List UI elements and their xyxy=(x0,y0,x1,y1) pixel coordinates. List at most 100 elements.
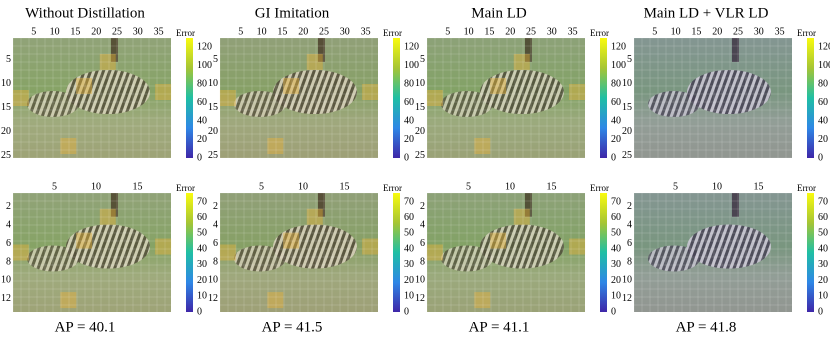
x-tick-label: 35 xyxy=(568,26,578,37)
colorbar-tick-label: 70 xyxy=(611,196,621,207)
x-tick-label: 5 xyxy=(445,26,450,37)
colorbar-tick-label: 0 xyxy=(818,152,823,163)
zebra xyxy=(234,91,286,117)
colorbar-tick-label: 60 xyxy=(197,97,207,108)
error-hotspot xyxy=(426,244,443,261)
colorbar xyxy=(807,38,814,158)
colorbar-tick-label: 0 xyxy=(197,152,202,163)
y-tick-label: 6 xyxy=(420,238,425,249)
x-tick-label: 15 xyxy=(754,181,764,192)
x-tick-label: 30 xyxy=(340,26,350,37)
y-tick-label: 5 xyxy=(627,54,632,65)
colorbar-tick-label: 120 xyxy=(611,41,626,52)
y-tick-label: 15 xyxy=(208,102,218,113)
zebra xyxy=(687,224,771,269)
y-tick-label: 20 xyxy=(208,126,218,137)
error-hotspot xyxy=(490,232,507,249)
heatmap-panel xyxy=(633,37,792,159)
panel-title: GI Imitation xyxy=(255,5,330,21)
colorbar-tick-label: 10 xyxy=(197,291,207,302)
error-overlay xyxy=(220,193,378,312)
tree-trunk xyxy=(318,193,325,217)
heatmap-panel xyxy=(219,192,379,312)
error-overlay xyxy=(13,38,171,158)
zebra xyxy=(66,70,150,114)
x-tick-label: 15 xyxy=(70,26,80,37)
y-tick-label: 5 xyxy=(213,54,218,65)
x-tick-label: 10 xyxy=(464,26,474,37)
heatmap-panel xyxy=(426,192,586,312)
error-hotspot xyxy=(513,208,530,225)
colorbar-tick-label: 30 xyxy=(818,259,828,270)
colorbar-tick-label: 30 xyxy=(404,259,414,270)
error-overlay xyxy=(427,38,585,158)
ap-label: AP = 41.5 xyxy=(262,319,323,335)
x-tick-label: 10 xyxy=(257,26,267,37)
y-tick-label: 15 xyxy=(622,102,632,113)
y-tick-label: 25 xyxy=(622,150,632,161)
y-tick-label: 2 xyxy=(627,201,632,212)
x-tick-label: 5 xyxy=(52,181,57,192)
y-tick-label: 8 xyxy=(213,256,218,267)
error-hotspot xyxy=(362,238,379,255)
colorbar-tick-label: 10 xyxy=(818,291,828,302)
y-tick-label: 8 xyxy=(420,256,425,267)
colorbar-tick-label: 20 xyxy=(611,134,621,145)
x-tick-label: 5 xyxy=(673,181,678,192)
y-tick-label: 6 xyxy=(6,238,11,249)
colorbar-tick-label: 30 xyxy=(611,259,621,270)
error-overlay xyxy=(13,193,171,312)
x-tick-label: 20 xyxy=(91,26,101,37)
y-tick-label: 2 xyxy=(420,201,425,212)
error-hotspot xyxy=(76,78,93,94)
error-hotspot xyxy=(12,244,29,261)
zebra xyxy=(648,245,700,272)
colorbar-tick-label: 0 xyxy=(404,152,409,163)
colorbar xyxy=(186,38,193,158)
error-overlay xyxy=(634,193,792,312)
y-tick-label: 25 xyxy=(208,150,218,161)
error-hotspot xyxy=(306,208,323,225)
x-tick-label: 20 xyxy=(505,26,515,37)
y-tick-label: 6 xyxy=(213,238,218,249)
zebra xyxy=(648,91,700,117)
y-tick-label: 20 xyxy=(622,126,632,137)
error-hotspot xyxy=(267,292,284,309)
zebra xyxy=(687,70,771,114)
x-tick-label: 15 xyxy=(277,26,287,37)
colorbar-tick-label: 0 xyxy=(611,306,616,317)
colorbar-tick-label: 60 xyxy=(197,212,207,223)
y-tick-label: 25 xyxy=(1,150,11,161)
y-tick-label: 12 xyxy=(622,293,632,304)
colorbar-tick-label: 50 xyxy=(818,228,828,239)
error-hotspot xyxy=(76,232,93,249)
colorbar xyxy=(600,193,607,312)
heatmap-panel xyxy=(12,37,172,159)
y-tick-label: 8 xyxy=(627,256,632,267)
y-tick-label: 5 xyxy=(6,54,11,65)
y-tick-label: 5 xyxy=(420,54,425,65)
colorbar-tick-label: 80 xyxy=(404,78,414,89)
x-tick-label: 5 xyxy=(259,181,264,192)
error-hotspot xyxy=(99,54,116,70)
error-hotspot xyxy=(219,90,236,106)
colorbar-tick-label: 40 xyxy=(197,115,207,126)
error-hotspot xyxy=(155,238,172,255)
colorbar-tick-label: 60 xyxy=(404,97,414,108)
colorbar-label: Error xyxy=(383,183,402,193)
error-overlay xyxy=(427,193,585,312)
y-tick-label: 10 xyxy=(1,275,11,286)
ap-label: AP = 41.8 xyxy=(676,319,737,335)
tree-trunk xyxy=(525,38,532,62)
colorbar-tick-label: 100 xyxy=(611,60,626,71)
error-hotspot xyxy=(513,54,530,70)
colorbar-tick-label: 10 xyxy=(404,291,414,302)
x-tick-label: 10 xyxy=(671,26,681,37)
zebra xyxy=(273,224,357,269)
colorbar-tick-label: 60 xyxy=(404,212,414,223)
zebra xyxy=(480,224,564,269)
x-tick-label: 15 xyxy=(133,181,143,192)
y-tick-label: 20 xyxy=(1,126,11,137)
colorbar-tick-label: 70 xyxy=(818,196,828,207)
